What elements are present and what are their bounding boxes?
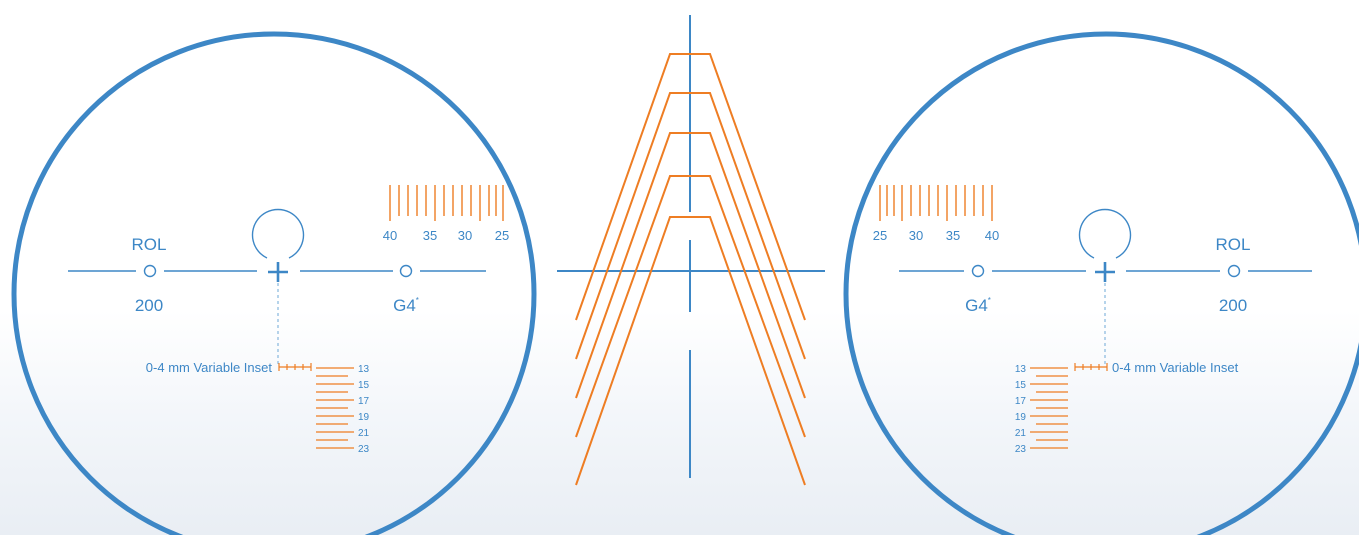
right-height-label-0: 13	[1015, 364, 1027, 375]
right-ruler-label-3: 40	[985, 228, 999, 243]
left-height-label-0: 13	[358, 364, 370, 375]
right-rol-value: 200	[1219, 296, 1247, 315]
right-ruler-label-2: 35	[946, 228, 960, 243]
chevron-3	[575, 132, 806, 399]
left-lens: ROL 200 G4* 40 35 30 25 0-4 mm Variable …	[11, 31, 537, 535]
left-rol-value: 200	[135, 296, 163, 315]
left-ruler-label-3: 25	[495, 228, 509, 243]
left-height-label-4: 21	[358, 428, 370, 439]
right-ruler-label-1: 30	[909, 228, 923, 243]
left-fitting-cross	[268, 262, 288, 282]
right-height-label-5: 23	[1015, 444, 1027, 455]
left-g4-point	[399, 264, 413, 278]
right-height-scale	[1030, 367, 1068, 449]
right-inset-label: 0-4 mm Variable Inset	[1112, 360, 1239, 375]
left-g4-label: G4*	[393, 296, 419, 315]
right-rol-label: ROL	[1216, 235, 1251, 254]
left-far-vision-circle	[251, 208, 305, 259]
right-lens-outline	[843, 31, 1359, 535]
right-fitting-cross	[1095, 262, 1115, 282]
left-lens-outline	[11, 31, 537, 535]
left-height-scale	[316, 367, 354, 449]
left-pd-ruler	[389, 185, 504, 221]
right-g4-point	[971, 264, 985, 278]
center-chevrons	[575, 53, 806, 486]
right-rol-point	[1227, 264, 1241, 278]
right-lens: ROL 200 G4* 25 30 35 40 0-4 mm Variable …	[843, 31, 1359, 535]
right-pd-ruler	[879, 185, 993, 221]
chevron-4	[575, 175, 806, 438]
right-height-label-3: 19	[1015, 412, 1027, 423]
right-height-label-4: 21	[1015, 428, 1027, 439]
left-inset-scale	[278, 363, 312, 371]
chevron-2	[575, 92, 806, 360]
left-ruler-label-1: 35	[423, 228, 437, 243]
left-height-label-3: 19	[358, 412, 370, 423]
center-frame-diagram	[557, 15, 825, 486]
left-ruler-label-2: 30	[458, 228, 472, 243]
left-rol-point	[143, 264, 157, 278]
right-height-label-1: 15	[1015, 380, 1027, 391]
right-height-label-2: 17	[1015, 396, 1027, 407]
chevron-5	[575, 216, 806, 486]
right-far-vision-circle	[1078, 208, 1132, 259]
left-height-label-1: 15	[358, 380, 370, 391]
left-height-label-2: 17	[358, 396, 370, 407]
left-ruler-label-0: 40	[383, 228, 397, 243]
left-rol-label: ROL	[132, 235, 167, 254]
right-inset-scale	[1074, 363, 1108, 371]
chevron-1	[575, 53, 806, 321]
right-ruler-label-0: 25	[873, 228, 887, 243]
left-height-label-5: 23	[358, 444, 370, 455]
right-g4-label: G4*	[965, 296, 991, 315]
left-inset-label: 0-4 mm Variable Inset	[146, 360, 273, 375]
